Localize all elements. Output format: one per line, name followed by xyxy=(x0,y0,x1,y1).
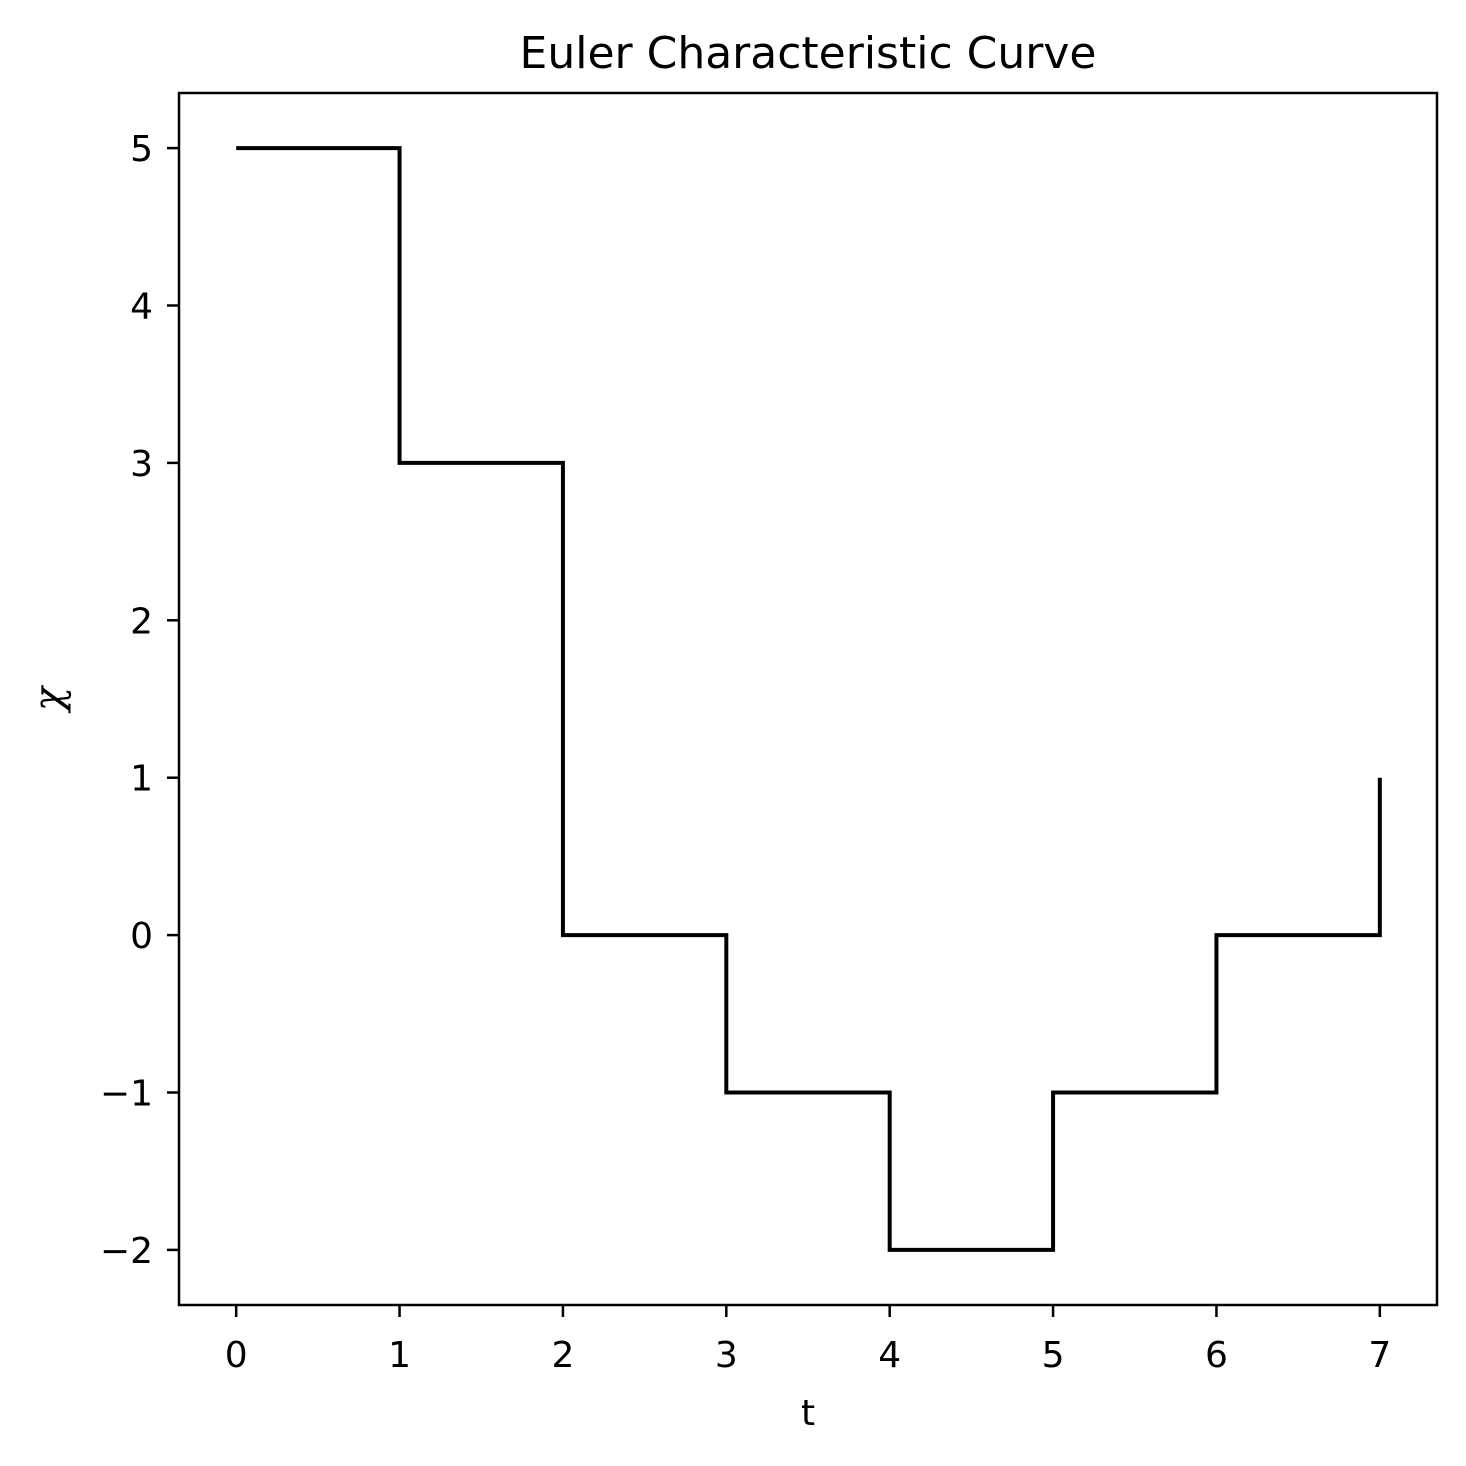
x-axis: 0 1 2 3 4 5 6 7 xyxy=(225,1305,1391,1376)
x-tick-label: 0 xyxy=(225,1335,248,1376)
series-line xyxy=(236,146,1382,1252)
y-tick-label: 1 xyxy=(130,759,153,800)
chart-title: Euler Characteristic Curve xyxy=(520,28,1097,79)
x-tick-label: 2 xyxy=(551,1335,574,1376)
y-tick-label: −2 xyxy=(100,1231,153,1272)
x-tick-label: 1 xyxy=(388,1335,411,1376)
x-tick-label: 7 xyxy=(1368,1335,1391,1376)
y-tick-label: 0 xyxy=(130,916,153,957)
y-tick-label: 5 xyxy=(130,129,153,170)
plot-area xyxy=(236,146,1382,1252)
y-tick-label: 3 xyxy=(130,444,153,485)
axes-frame xyxy=(177,91,1439,1307)
y-axis-label: χ xyxy=(26,684,72,714)
x-tick-label: 3 xyxy=(715,1335,738,1376)
y-tick-label: −1 xyxy=(100,1074,153,1115)
x-tick-label: 6 xyxy=(1205,1335,1228,1376)
x-tick-label: 5 xyxy=(1042,1335,1065,1376)
y-axis: −2 −1 0 1 2 3 4 5 xyxy=(100,129,179,1272)
x-axis-label: t xyxy=(801,1393,815,1434)
y-tick-label: 2 xyxy=(130,601,153,642)
y-tick-label: 4 xyxy=(130,286,153,327)
x-tick-label: 4 xyxy=(878,1335,901,1376)
